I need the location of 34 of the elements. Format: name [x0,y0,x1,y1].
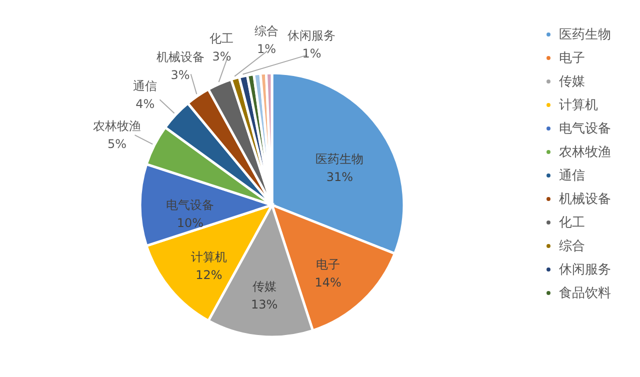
slice-label: 化工 [210,31,234,46]
legend-label: 农林牧渔 [559,145,611,160]
legend-label: 电气设备 [559,122,611,136]
legend-label: 通信 [559,168,585,184]
legend-label: 传媒 [559,74,585,90]
slice-label: 计算机 [190,250,227,264]
slice-label: 农林牧渔 [92,119,141,134]
slice-label: 电气设备 [166,198,214,212]
legend-label: 计算机 [559,98,598,113]
data-label: 1% [257,42,276,56]
data-label: 14% [314,276,342,290]
legend-label: 化工 [559,216,585,230]
slice-label: 机械设备 [156,50,204,64]
slice-label: 电子 [316,258,340,272]
data-label: 31% [326,170,354,184]
data-label: 3% [170,68,190,82]
legend-label: 综合 [559,239,585,254]
slice-label: 医药生物 [316,152,364,166]
slice-label: 综合 [254,24,279,38]
data-label: 10% [176,216,204,230]
data-label: 13% [250,297,278,312]
legend-label: 机械设备 [559,192,611,207]
legend-label: 食品饮料 [559,286,611,301]
data-label: 12% [196,268,222,282]
data-label: 5% [107,137,126,152]
data-label: 1% [302,46,322,61]
slice-label: 通信 [133,78,158,93]
legend-label: 休闲服务 [559,262,611,278]
data-label: 3% [212,49,232,64]
data-label: 4% [136,96,155,111]
slice-label: 传媒 [252,279,276,294]
legend-label: 医药生物 [559,28,611,42]
slice-label: 休闲服务 [288,28,336,43]
legend-label: 电子 [559,51,585,66]
